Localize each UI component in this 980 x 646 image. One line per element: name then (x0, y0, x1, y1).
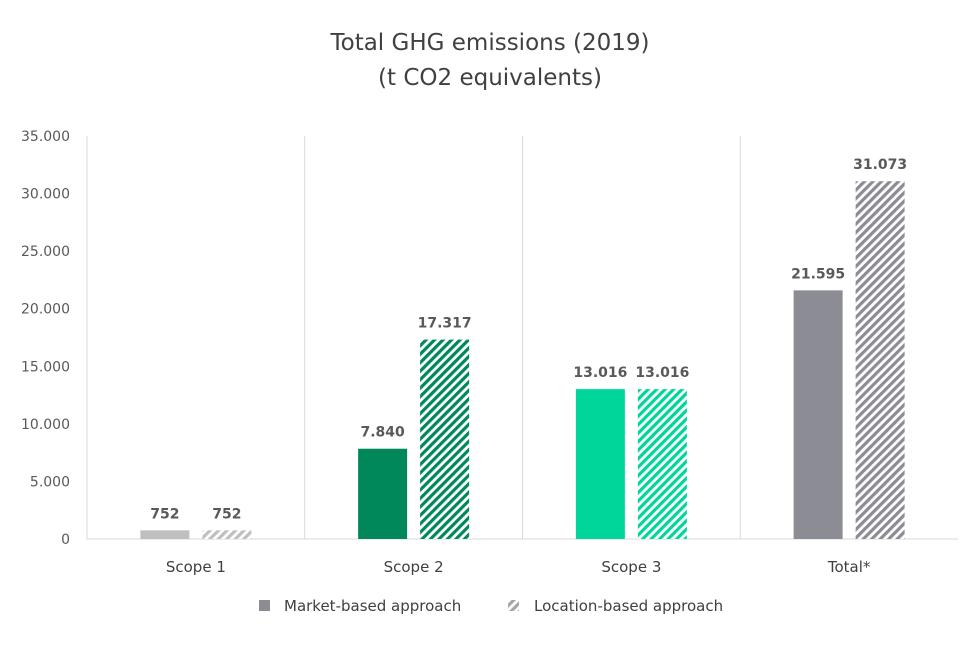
data-label: 752 (212, 506, 241, 522)
x-tick-label: Scope 3 (601, 558, 661, 576)
bar-market-scope-2 (358, 448, 408, 539)
bar-market-scope-1 (140, 530, 190, 539)
y-tick-label: 35.000 (21, 129, 70, 145)
y-tick-label: 30.000 (21, 187, 70, 203)
x-tick-label: Scope 1 (166, 558, 226, 576)
bar-market-total (793, 290, 843, 539)
bar-market-scope-3 (575, 389, 625, 539)
y-tick-label: 20.000 (21, 302, 70, 318)
y-tick-label: 15.000 (21, 359, 70, 375)
y-tick-label: 0 (61, 532, 70, 548)
data-label: 21.595 (791, 266, 845, 282)
legend: Market-based approach Location-based app… (259, 597, 723, 615)
data-label: 31.073 (853, 157, 907, 173)
x-tick-label: Scope 2 (384, 558, 444, 576)
legend-label-location: Location-based approach (534, 597, 723, 615)
bar-location-scope-3 (637, 389, 687, 539)
y-tick-label: 25.000 (21, 244, 70, 260)
legend-label-market: Market-based approach (284, 597, 461, 615)
bar-location-scope-2 (420, 339, 470, 539)
data-label: 13.016 (573, 365, 627, 381)
bar-location-scope-1 (202, 530, 252, 539)
y-tick-label: 10.000 (21, 417, 70, 433)
legend-marker-market (259, 600, 270, 611)
data-label: 13.016 (635, 365, 689, 381)
bar-location-total (855, 181, 905, 539)
data-label: 7.840 (360, 425, 405, 441)
chart-title: Total GHG emissions (2019) (329, 30, 649, 56)
x-tick-label: Total* (827, 558, 871, 576)
bars: 752 752 7.840 17.317 13.016 13.016 21.595 31.07… (140, 157, 907, 539)
data-label: 752 (150, 506, 179, 522)
data-label: 17.317 (418, 316, 472, 332)
legend-marker-location (508, 600, 519, 611)
y-tick-label: 5.000 (30, 474, 70, 490)
chart-subtitle: (t CO2 equivalents) (378, 65, 602, 91)
